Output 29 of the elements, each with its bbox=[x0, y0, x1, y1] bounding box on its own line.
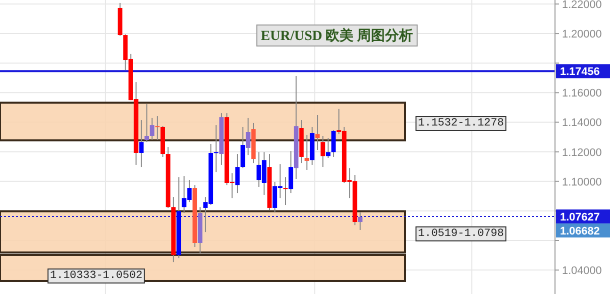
y-tick-label: 1.16000 bbox=[562, 88, 602, 100]
band-label: 1.1532-1.1278 bbox=[418, 118, 504, 130]
candlestick bbox=[214, 124, 218, 173]
candlestick bbox=[315, 114, 320, 151]
y-tick-label: 1.12000 bbox=[562, 146, 602, 159]
candlestick bbox=[235, 154, 240, 194]
candlestick bbox=[144, 104, 149, 143]
ref-line-label: 1.17456 bbox=[560, 66, 600, 78]
candlestick bbox=[240, 126, 246, 169]
band-label: 1.10333-1.0502 bbox=[50, 270, 142, 282]
y-tick-label: 1.10000 bbox=[562, 176, 602, 188]
candlestick bbox=[246, 117, 250, 156]
candlestick bbox=[155, 116, 160, 140]
candlestick bbox=[288, 150, 294, 194]
y-tick-label: 1.14000 bbox=[562, 117, 602, 130]
candlestick bbox=[150, 117, 154, 140]
candlestick bbox=[304, 134, 310, 170]
y-tick-label: 1.22000 bbox=[562, 0, 602, 11]
candlestick bbox=[358, 212, 362, 230]
y-tick-label: 1.20000 bbox=[562, 28, 602, 41]
candlestick bbox=[331, 130, 336, 158]
band-label: 1.0519-1.0798 bbox=[418, 228, 504, 240]
text: EUR/USD 欧美 周图分析 bbox=[260, 27, 414, 44]
candlestick bbox=[139, 120, 144, 168]
ref-line-label: 1.07627 bbox=[560, 211, 600, 224]
y-tick-label: 1.04000 bbox=[562, 265, 602, 278]
candlestick bbox=[320, 135, 326, 168]
text: 1.06682 bbox=[560, 225, 600, 238]
candlestick bbox=[326, 138, 330, 159]
